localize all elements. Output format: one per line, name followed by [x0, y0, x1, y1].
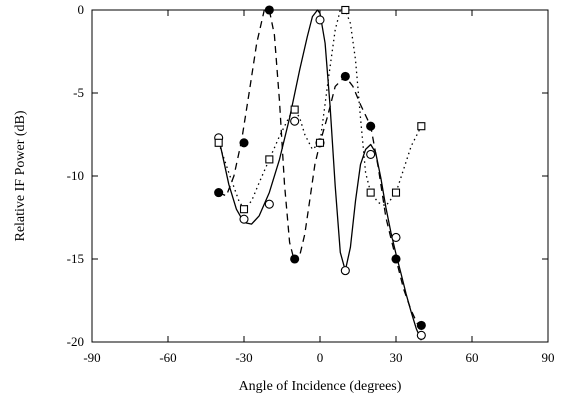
series-2-point	[391, 254, 401, 264]
y-tick-label: -10	[67, 168, 84, 183]
series-2-curve	[218, 9, 422, 333]
series-3-point	[417, 122, 426, 131]
series-2-point	[214, 188, 224, 198]
series-1-point	[264, 199, 274, 209]
y-axis-title: Relative IF Power (dB)	[13, 110, 28, 241]
x-tick-label: 90	[542, 350, 555, 365]
x-tick-label: 60	[466, 350, 479, 365]
series-2-point	[340, 71, 350, 81]
series-1-point	[315, 15, 325, 25]
series-2-point	[290, 254, 300, 264]
x-tick-label: 0	[317, 350, 324, 365]
series-1-point	[391, 232, 401, 242]
series-3-point	[214, 138, 223, 147]
series-markers	[214, 5, 426, 340]
series-3-point	[341, 5, 350, 15]
series-1-point	[366, 149, 376, 159]
series-3-curve	[218, 9, 422, 210]
series-curves	[218, 9, 422, 341]
series-2-point	[366, 121, 376, 131]
plot-frame	[91, 9, 549, 343]
series-1-point	[239, 214, 249, 224]
y-tick-label: 0	[78, 2, 85, 17]
series-3-point	[391, 188, 401, 197]
series-2-point	[239, 138, 249, 148]
axis-ticks: -90 -60 -30 0 30 60 90 0 -5 -10 -15 -20	[67, 2, 555, 365]
series-1-curve	[218, 9, 422, 341]
series-1-point	[416, 330, 426, 340]
y-tick-label: -15	[67, 251, 84, 266]
x-axis-title: Angle of Incidence (degrees)	[239, 379, 402, 394]
series-2-point	[416, 320, 426, 330]
y-tick-label: -20	[67, 334, 84, 349]
x-tick-label: -60	[159, 350, 176, 365]
series-3-point	[239, 205, 249, 214]
y-tick-label: -5	[73, 85, 84, 100]
series-3-point	[366, 188, 375, 197]
x-tick-label: 30	[390, 350, 403, 365]
x-tick-label: -90	[83, 350, 100, 365]
series-3-point	[290, 105, 299, 114]
series-3-point	[265, 155, 274, 164]
x-tick-label: -30	[235, 350, 252, 365]
series-3-point	[315, 138, 325, 147]
series-1-point	[340, 266, 350, 276]
series-2-point	[264, 5, 274, 15]
series-1-point	[290, 116, 300, 126]
